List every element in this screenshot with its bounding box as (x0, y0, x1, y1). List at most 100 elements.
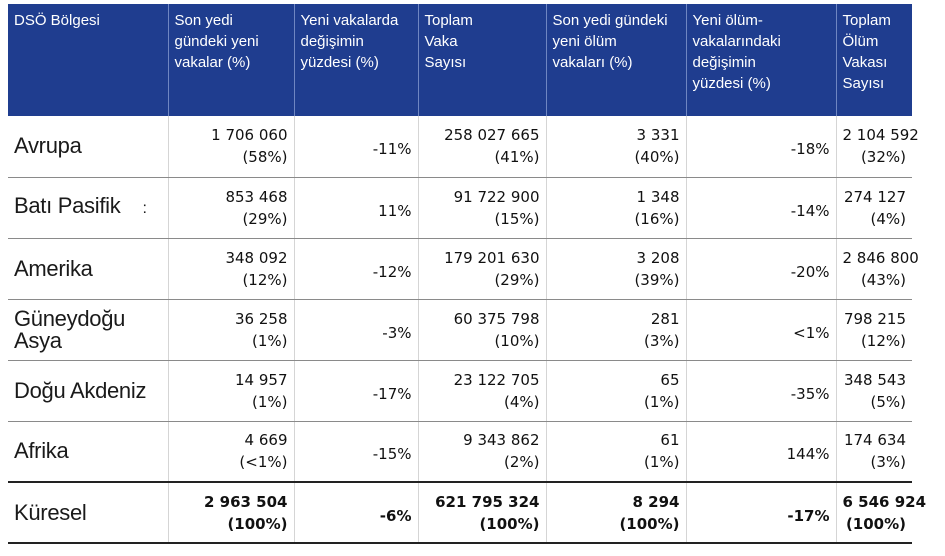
death-change-value: -17% (787, 506, 830, 525)
new-deaths-value: 1 348 (636, 187, 680, 206)
total-cases-cell: 60 375 798 (10%) (418, 299, 547, 361)
death-change-cell: -17% (686, 481, 837, 544)
total-deaths-share: (32%) (860, 148, 906, 167)
new-cases-share: (1%) (251, 392, 288, 411)
death-change-cell: -14% (686, 177, 837, 239)
region-cell: Amerika (8, 238, 169, 300)
table-row: Afrika 4 669 (<1%) -15% 9 343 862 (2%) 61 (1%) 1… (8, 421, 912, 483)
total-deaths-value: 274 127 (843, 187, 906, 206)
new-cases-share: (1%) (251, 331, 288, 350)
new-cases-value: 1 706 060 (211, 126, 288, 145)
new-deaths-share: (100%) (619, 514, 680, 533)
new-cases-cell: 2 963 504 (100%) (168, 481, 295, 544)
region-name: Afrika (14, 438, 69, 464)
new-deaths-value: 281 (650, 309, 680, 328)
total-deaths-cell: 2 846 800 (43%) (836, 238, 919, 300)
case-change-cell: -17% (294, 360, 419, 422)
new-cases-cell: 36 258 (1%) (168, 299, 295, 361)
case-change-cell: -11% (294, 116, 419, 178)
total-deaths-share: (5%) (870, 392, 906, 411)
new-cases-cell: 14 957 (1%) (168, 360, 295, 422)
death-change-value: -14% (790, 201, 830, 220)
total-cases-value: 60 375 798 (453, 309, 540, 328)
new-deaths-value: 8 294 (632, 492, 680, 511)
total-cases-cell: 621 795 324 (100%) (418, 481, 547, 544)
region-cell: Batı Pasifik: (8, 177, 169, 239)
total-cases-cell: 258 027 665 (41%) (418, 116, 547, 178)
table-row: Avrupa 1 706 060 (58%) -11% 258 027 665 (41%)… (8, 116, 919, 178)
death-change-value: -20% (790, 262, 830, 281)
total-deaths-value: 174 634 (843, 431, 906, 450)
new-cases-share: (100%) (227, 514, 288, 533)
death-change-value: -35% (790, 384, 830, 403)
total-cases-value: 9 343 862 (463, 431, 540, 450)
new-cases-value: 36 258 (235, 309, 288, 328)
new-cases-value: 14 957 (235, 370, 288, 389)
new-deaths-cell: 61 (1%) (546, 421, 687, 483)
death-change-cell: -35% (686, 360, 837, 422)
death-change-cell: 144% (686, 421, 837, 483)
case-change-cell: -12% (294, 238, 419, 300)
new-deaths-value: 61 (660, 431, 680, 450)
new-cases-value: 348 092 (225, 248, 288, 267)
case-change-cell: 11% (294, 177, 419, 239)
total-deaths-share: (12%) (860, 331, 906, 350)
total-deaths-value: 798 215 (843, 309, 906, 328)
new-deaths-cell: 3 208 (39%) (546, 238, 687, 300)
total-cases-cell: 91 722 900 (15%) (418, 177, 547, 239)
region-marker: : (142, 200, 147, 217)
total-cases-share: (10%) (494, 331, 540, 350)
case-change-cell: -15% (294, 421, 419, 483)
new-cases-cell: 4 669 (<1%) (168, 421, 295, 483)
case-change-value: -11% (372, 140, 412, 159)
new-cases-value: 2 963 504 (203, 492, 288, 511)
case-change-value: 11% (378, 201, 412, 220)
total-cases-value: 91 722 900 (453, 187, 540, 206)
header-case-change: Yeni vakalarda değişimin yüzdesi (%) (294, 4, 419, 116)
total-cases-share: (100%) (479, 514, 540, 533)
total-deaths-share: (4%) (870, 209, 906, 228)
new-deaths-share: (39%) (634, 270, 680, 289)
case-change-cell: -3% (294, 299, 419, 361)
header-new-cases: Son yedi gündeki yeni vakalar (%) (168, 4, 295, 116)
case-change-value: -12% (372, 262, 412, 281)
region-cell: Doğu Akdeniz (8, 360, 169, 422)
total-cases-value: 23 122 705 (453, 370, 540, 389)
death-change-value: <1% (793, 323, 830, 342)
header-total-cases: Toplam Vaka Sayısı (418, 4, 547, 116)
total-cases-value: 179 201 630 (444, 248, 540, 267)
total-cases-value: 258 027 665 (444, 126, 540, 145)
total-deaths-share: (3%) (870, 453, 906, 472)
total-row: Küresel 2 963 504 (100%) -6% 621 795 324 (100… (8, 481, 926, 544)
new-deaths-cell: 8 294 (100%) (546, 481, 687, 544)
case-change-value: -17% (372, 384, 412, 403)
header-total-deaths: Toplam Ölüm Vakası Sayısı (836, 4, 912, 116)
new-deaths-cell: 3 331 (40%) (546, 116, 687, 178)
new-cases-share: (12%) (242, 270, 288, 289)
region-cell: Güneydoğu Asya (8, 299, 169, 361)
region-cell: Avrupa (8, 116, 169, 178)
region-name: Avrupa (14, 133, 82, 159)
total-deaths-share: (43%) (860, 270, 906, 289)
total-deaths-cell: 274 127 (4%) (836, 177, 912, 239)
new-deaths-share: (1%) (643, 392, 680, 411)
death-change-cell: -18% (686, 116, 837, 178)
new-cases-cell: 1 706 060 (58%) (168, 116, 295, 178)
new-cases-share: (<1%) (239, 453, 288, 472)
who-region-table: DSÖ Bölgesi Son yedi gündeki yeni vakalar … (8, 4, 926, 544)
new-deaths-share: (40%) (634, 148, 680, 167)
region-name: Küresel (14, 499, 87, 525)
region-name: Amerika (14, 255, 93, 281)
total-cases-share: (41%) (494, 148, 540, 167)
new-deaths-value: 65 (660, 370, 680, 389)
new-deaths-value: 3 331 (636, 126, 680, 145)
new-cases-share: (29%) (242, 209, 288, 228)
total-deaths-cell: 798 215 (12%) (836, 299, 912, 361)
total-cases-share: (15%) (494, 209, 540, 228)
total-cases-cell: 23 122 705 (4%) (418, 360, 547, 422)
total-deaths-value: 348 543 (843, 370, 906, 389)
total-deaths-cell: 6 546 924 (100%) (836, 481, 926, 544)
total-deaths-cell: 348 543 (5%) (836, 360, 912, 422)
region-cell: Afrika (8, 421, 169, 483)
new-deaths-share: (3%) (643, 331, 680, 350)
